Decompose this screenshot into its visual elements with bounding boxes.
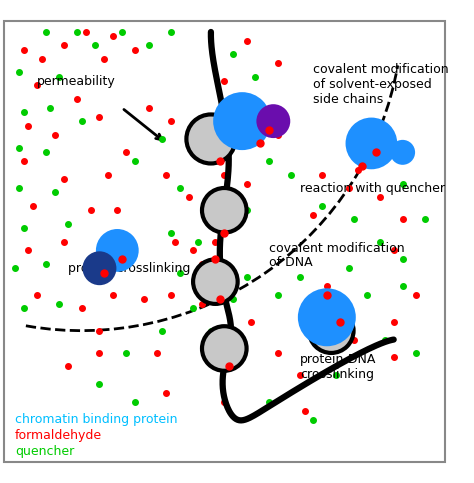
Text: permeability: permeability [37,74,116,87]
Circle shape [82,251,117,285]
Circle shape [346,117,397,169]
Circle shape [390,140,415,165]
Circle shape [213,92,271,150]
Circle shape [309,308,354,353]
Text: covalent modification
of solvent-exposed
side chains: covalent modification of solvent-exposed… [313,63,449,106]
Text: protein-DNA
crosslinking: protein-DNA crosslinking [300,353,376,381]
Circle shape [96,229,139,272]
Circle shape [202,188,246,233]
Text: chromatin binding protein: chromatin binding protein [15,413,177,426]
Text: reaction with quencher: reaction with quencher [300,182,445,195]
Text: protein crosslinking: protein crosslinking [68,262,191,275]
Circle shape [193,259,237,304]
Circle shape [298,288,356,346]
Circle shape [202,326,246,371]
Circle shape [186,114,236,163]
Circle shape [256,104,290,138]
Text: formaldehyde: formaldehyde [15,429,102,442]
Text: quencher: quencher [15,444,74,457]
Text: covalent modification
of DNA: covalent modification of DNA [269,242,404,270]
